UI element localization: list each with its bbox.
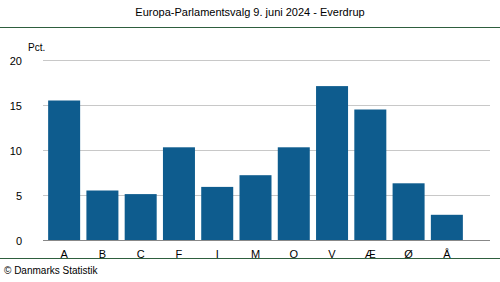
bar [354, 110, 386, 241]
y-tick-label: 15 [10, 100, 22, 112]
y-tick-label: 0 [16, 235, 22, 247]
x-tick-label: A [60, 248, 68, 260]
y-tick-label: 5 [16, 190, 22, 202]
bar [86, 191, 118, 241]
chart-svg: Europa-Parlamentsvalg 9. juni 2024 - Eve… [0, 0, 500, 282]
bar [201, 187, 233, 240]
bar [48, 101, 80, 241]
source-note: © Danmarks Statistik [4, 265, 99, 276]
bars [48, 86, 463, 240]
grid-line [43, 60, 490, 61]
y-tick-label: 10 [10, 145, 22, 157]
x-tick-label: Å [443, 248, 451, 260]
frame-line [0, 27, 500, 28]
grid-line [43, 240, 490, 241]
bar [393, 183, 425, 240]
bar [431, 215, 463, 240]
x-tick-label: O [289, 248, 298, 260]
chart: Europa-Parlamentsvalg 9. juni 2024 - Eve… [0, 0, 500, 282]
bar [240, 175, 272, 240]
x-tick-label: C [137, 248, 145, 260]
x-tick-label: I [216, 248, 219, 260]
x-tick-label: M [251, 248, 260, 260]
title: Europa-Parlamentsvalg 9. juni 2024 - Eve… [135, 6, 364, 18]
x-tick-label: V [328, 248, 336, 260]
x-tick-label: Ø [404, 248, 413, 260]
bar [125, 194, 157, 240]
x-tick-label: B [99, 248, 106, 260]
bar [316, 86, 348, 240]
y-label: Pct. [28, 42, 45, 53]
grid-line [43, 150, 490, 151]
bar [163, 147, 195, 240]
x-tick-label: Æ [365, 248, 376, 260]
bar [278, 147, 310, 240]
y-tick-label: 20 [10, 55, 22, 67]
x-tick-label: F [176, 248, 183, 260]
grid-line [43, 105, 490, 106]
